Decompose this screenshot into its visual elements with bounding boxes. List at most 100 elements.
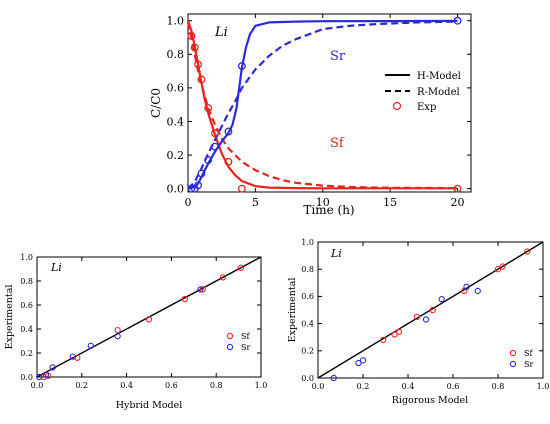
br-plot-frame bbox=[317, 241, 544, 379]
top-xtick-label: 5 bbox=[252, 196, 259, 209]
br-point-sr bbox=[438, 295, 445, 303]
br-legend-sr: Sr bbox=[524, 360, 533, 369]
br-point-sf bbox=[395, 328, 403, 335]
legend-exp: Exp bbox=[417, 102, 436, 113]
br-ytick-label: 0.0 bbox=[301, 374, 314, 383]
br-ytick-label: 0.8 bbox=[301, 265, 314, 274]
bl-point-sf bbox=[237, 264, 244, 271]
top-exp-point-sf bbox=[453, 184, 462, 193]
bottom-right-chart: 0.0 0.2 0.4 0.6 0.8 1.00.00.20.40.60.81.0 Li … bbox=[287, 238, 549, 406]
bottom-left-chart: 0.0 0.2 0.4 0.6 0.8 1.00.00.20.40.60.81.0 Li … bbox=[4, 253, 267, 411]
br-legend: Sf Sr bbox=[509, 349, 533, 369]
br-point-sr bbox=[463, 283, 470, 291]
legend-r-model: R-Model bbox=[417, 87, 460, 98]
top-series-sr_r bbox=[187, 20, 458, 190]
bl-point-sr bbox=[114, 333, 121, 340]
br-xlabel: Rigorous Model bbox=[392, 395, 468, 406]
top-ytick-label: 0.0 bbox=[167, 182, 185, 195]
top-sr-label: Sr bbox=[330, 49, 346, 64]
br-point-sr bbox=[330, 374, 337, 382]
br-ytick-label: 0.4 bbox=[301, 319, 314, 328]
br-point-sf bbox=[391, 331, 398, 338]
bl-ytick-label: 0.6 bbox=[20, 301, 33, 310]
bl-xlabel: Hybrid Model bbox=[116, 400, 183, 411]
bl-xtick-label: 0.4 bbox=[120, 381, 133, 390]
bl-ylabel: Experimental bbox=[4, 285, 15, 350]
bl-point-sr bbox=[36, 373, 43, 381]
bl-legend-sr: Sr bbox=[241, 343, 250, 352]
br-point-sf bbox=[524, 248, 531, 255]
bl-ytick-label: 0.0 bbox=[20, 373, 33, 382]
top-ytick-label: 0.8 bbox=[167, 48, 185, 61]
br-ylabel: Experimental bbox=[287, 278, 298, 343]
br-point-sf bbox=[380, 336, 387, 344]
top-legend: H-Model R-Model Exp bbox=[385, 71, 461, 113]
bl-xtick-label: 0.6 bbox=[165, 381, 178, 390]
top-ytick-label: 0.6 bbox=[167, 82, 185, 95]
bl-point-sr bbox=[49, 364, 56, 371]
bl-point-sr bbox=[42, 371, 50, 378]
top-exp-point-sf bbox=[204, 104, 213, 112]
br-xtick-label: 0.6 bbox=[447, 382, 460, 391]
bl-xtick-label: 0.2 bbox=[75, 381, 88, 390]
top-ylabel: C/C0 bbox=[149, 88, 163, 118]
top-ytick-label: 1.0 bbox=[167, 15, 185, 28]
top-exp-point-sf bbox=[194, 60, 203, 69]
br-ytick-label: 0.6 bbox=[301, 292, 314, 301]
top-exp-point-sr bbox=[224, 127, 233, 136]
top-ytick-label: 0.2 bbox=[167, 149, 185, 162]
br-legend-sf: Sf bbox=[524, 349, 533, 358]
top-xlabel: Time (h) bbox=[303, 203, 354, 217]
br-xtick-label: 0.0 bbox=[312, 382, 325, 391]
legend-exp-marker bbox=[392, 101, 402, 111]
bl-ytick-label: 0.8 bbox=[20, 277, 33, 286]
top-series-sf_r bbox=[186, 22, 458, 190]
top-xtick-label: 20 bbox=[451, 196, 465, 209]
bl-legend: Sf Sr bbox=[226, 332, 250, 352]
top-chart: 0 5 10 15 20 0.0 0.2 0.4 0.6 0.8 1.0 Li Sr Sf H-Mo… bbox=[149, 13, 472, 217]
br-point-sf bbox=[499, 263, 506, 270]
top-xtick-label: 10 bbox=[316, 196, 330, 209]
top-exp-point-sf bbox=[211, 129, 219, 138]
br-point-sr bbox=[422, 316, 430, 323]
br-xtick-label: 0.2 bbox=[357, 382, 370, 391]
bl-point-sr bbox=[69, 353, 76, 360]
top-exp-point-sf bbox=[224, 157, 233, 166]
br-point-sr bbox=[355, 359, 362, 367]
br-point-sf bbox=[494, 266, 502, 273]
top-exp-point-sf bbox=[190, 43, 199, 52]
bl-xtick-label: 0.8 bbox=[210, 381, 223, 390]
bl-point-sf bbox=[114, 327, 121, 334]
top-exp-point-sr bbox=[187, 184, 196, 193]
bl-point-sf bbox=[199, 286, 206, 293]
bl-point-sf bbox=[219, 274, 227, 281]
br-point-sf bbox=[413, 313, 421, 320]
top-ytick-label: 0.4 bbox=[167, 115, 185, 128]
br-point-sr bbox=[359, 357, 367, 364]
br-legend-sf-marker bbox=[509, 349, 517, 357]
bl-xtick-label: 0.0 bbox=[31, 381, 44, 390]
br-xtick-label: 0.8 bbox=[492, 382, 505, 391]
bl-xtick-label: 1.0 bbox=[255, 381, 268, 390]
br-legend-sr-marker bbox=[509, 360, 517, 368]
br-annotation: Li bbox=[330, 247, 342, 260]
top-exp-point-sr bbox=[204, 156, 213, 165]
bl-point-sr bbox=[197, 286, 204, 293]
top-exp-point-sr bbox=[194, 181, 203, 190]
top-exp-point-sf bbox=[197, 75, 206, 84]
bl-point-sf bbox=[181, 295, 188, 303]
br-xtick-label: 0.4 bbox=[402, 382, 415, 391]
top-plot-frame bbox=[187, 13, 472, 193]
bl-legend-sf: Sf bbox=[241, 332, 250, 341]
br-point-sf bbox=[429, 306, 436, 314]
br-ytick-label: 0.2 bbox=[301, 347, 314, 356]
top-annotation: Li bbox=[214, 25, 228, 40]
top-xtick-label: 0 bbox=[185, 196, 192, 209]
bl-point-sf bbox=[145, 316, 153, 323]
top-xtick-label: 15 bbox=[383, 196, 397, 209]
br-xtick-label: 1.0 bbox=[537, 382, 550, 391]
top-exp-point-sr bbox=[237, 62, 246, 71]
bl-ytick-label: 0.4 bbox=[20, 325, 33, 334]
bl-ytick-label: 1.0 bbox=[20, 253, 33, 262]
